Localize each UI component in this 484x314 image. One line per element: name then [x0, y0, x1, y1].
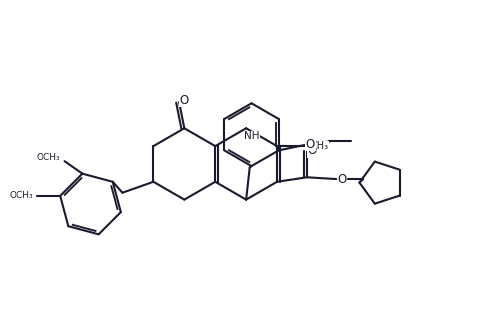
Text: O: O	[306, 138, 315, 150]
Text: O: O	[338, 173, 347, 186]
Text: CH₃: CH₃	[310, 141, 328, 151]
Text: O: O	[307, 144, 317, 157]
Text: NH: NH	[244, 131, 260, 141]
Text: OCH₃: OCH₃	[9, 191, 33, 200]
Text: O: O	[180, 94, 189, 106]
Text: OCH₃: OCH₃	[37, 153, 60, 162]
